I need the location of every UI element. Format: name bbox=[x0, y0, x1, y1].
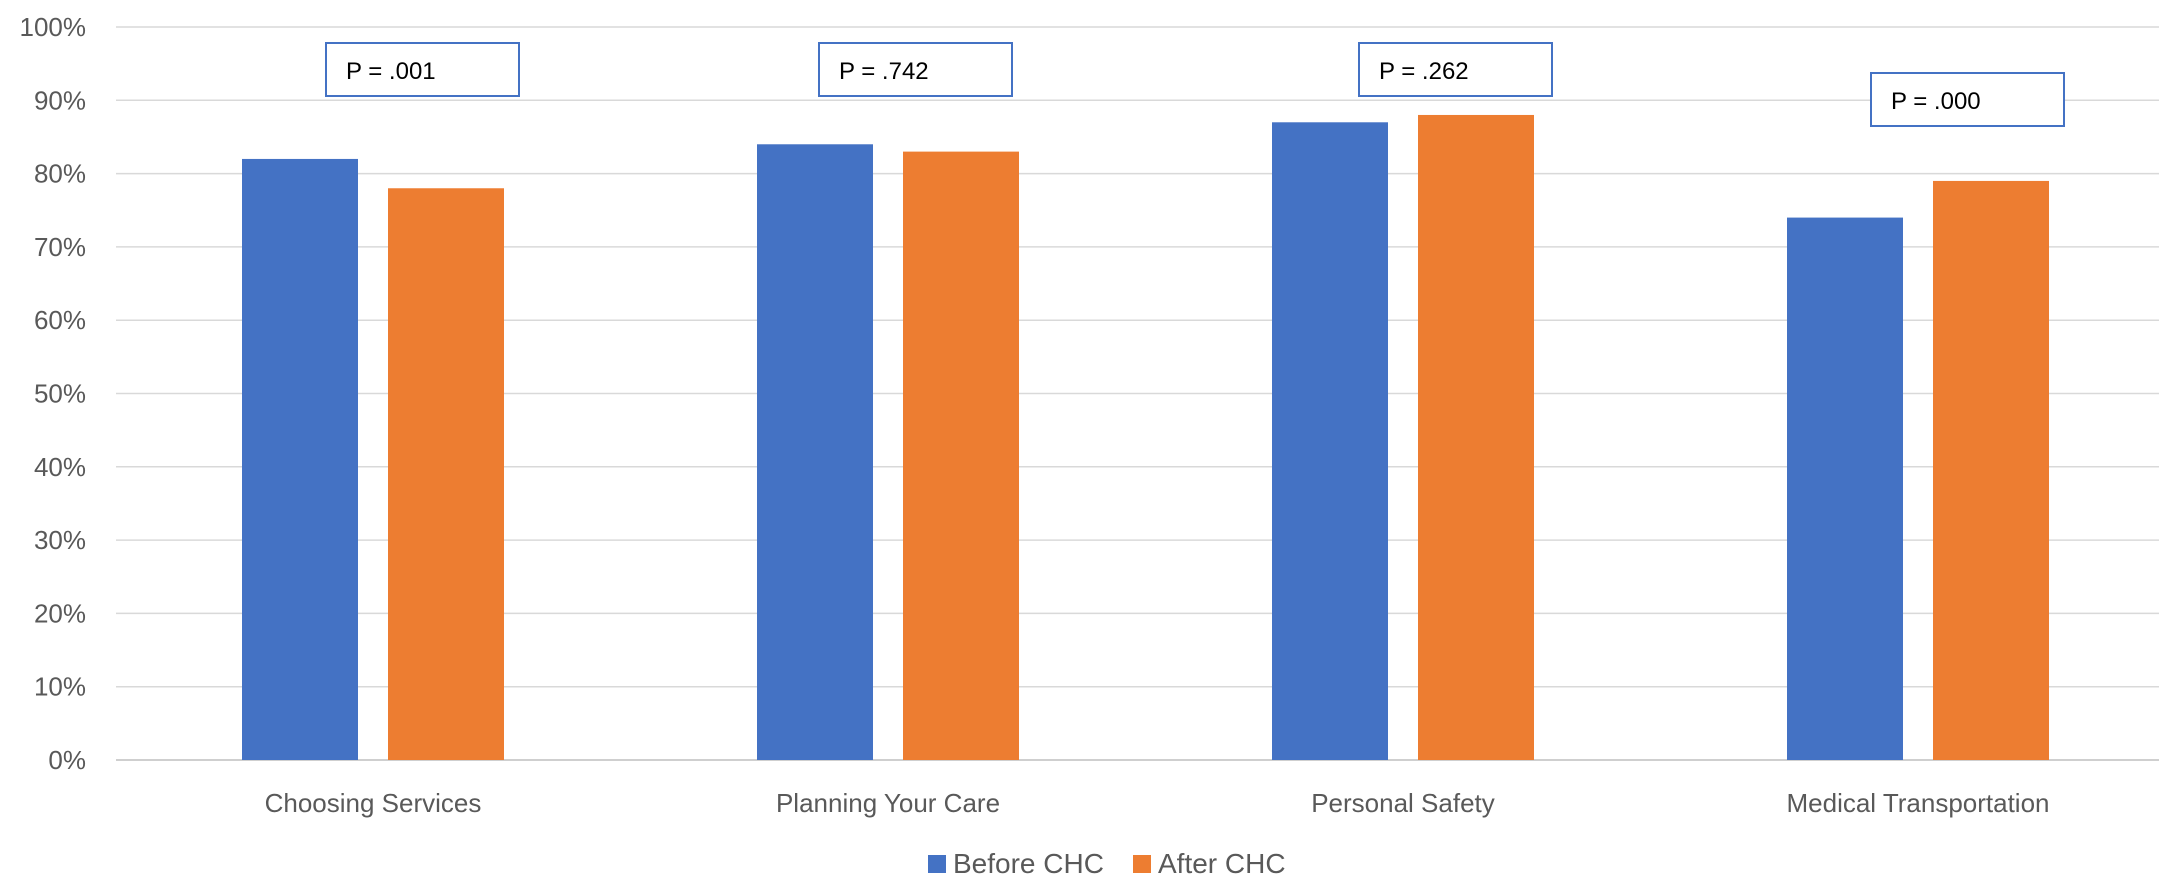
p-value-box bbox=[1358, 42, 1553, 97]
p-value-box bbox=[1870, 72, 2065, 127]
y-tick-label: 80% bbox=[34, 159, 86, 189]
x-category-label: Medical Transportation bbox=[1786, 788, 2049, 818]
y-tick-label: 40% bbox=[34, 452, 86, 482]
y-tick-label: 0% bbox=[48, 745, 86, 775]
y-tick-label: 60% bbox=[34, 305, 86, 335]
bar-before-3 bbox=[1787, 217, 1903, 760]
y-tick-label: 90% bbox=[34, 85, 86, 115]
x-category-label: Choosing Services bbox=[265, 788, 482, 818]
legend-label: After CHC bbox=[1158, 848, 1286, 878]
x-category-label: Planning Your Care bbox=[776, 788, 1000, 818]
y-tick-label: 10% bbox=[34, 672, 86, 702]
y-axis-tick-labels: 0% 10% 20% 30% 40% 50% 60% 70% 80% 90% 100% bbox=[20, 12, 87, 775]
bar-before-0 bbox=[242, 158, 358, 760]
x-axis-category-labels: Choosing Services Planning Your Care Perso… bbox=[265, 788, 2050, 818]
p-value-annotations: P = .001 P = .742 P = .262 P = .000 bbox=[325, 42, 2065, 127]
legend: Before CHC After CHC bbox=[928, 848, 1286, 878]
p-value-label: P = .001 bbox=[346, 58, 436, 85]
p-value-box bbox=[325, 42, 520, 97]
y-tick-label: 100% bbox=[20, 12, 87, 42]
p-value-label: P = .742 bbox=[839, 58, 929, 85]
y-tick-label: 20% bbox=[34, 598, 86, 628]
bar-before-1 bbox=[757, 144, 873, 760]
p-value-box bbox=[818, 42, 1013, 97]
legend-label: Before CHC bbox=[953, 848, 1104, 878]
y-tick-label: 70% bbox=[34, 232, 86, 262]
bars bbox=[242, 114, 2049, 761]
y-tick-label: 50% bbox=[34, 379, 86, 409]
bar-after-3 bbox=[1933, 180, 2049, 760]
legend-swatch bbox=[1133, 855, 1151, 873]
legend-swatch bbox=[928, 855, 946, 873]
x-category-label: Personal Safety bbox=[1311, 788, 1495, 818]
bar-after-1 bbox=[903, 151, 1019, 761]
p-value-label: P = .000 bbox=[1891, 88, 1981, 115]
bar-after-2 bbox=[1418, 114, 1534, 760]
p-value-label: P = .262 bbox=[1379, 58, 1469, 85]
y-tick-label: 30% bbox=[34, 525, 86, 555]
bar-after-0 bbox=[388, 188, 504, 760]
bar-before-2 bbox=[1272, 122, 1388, 761]
